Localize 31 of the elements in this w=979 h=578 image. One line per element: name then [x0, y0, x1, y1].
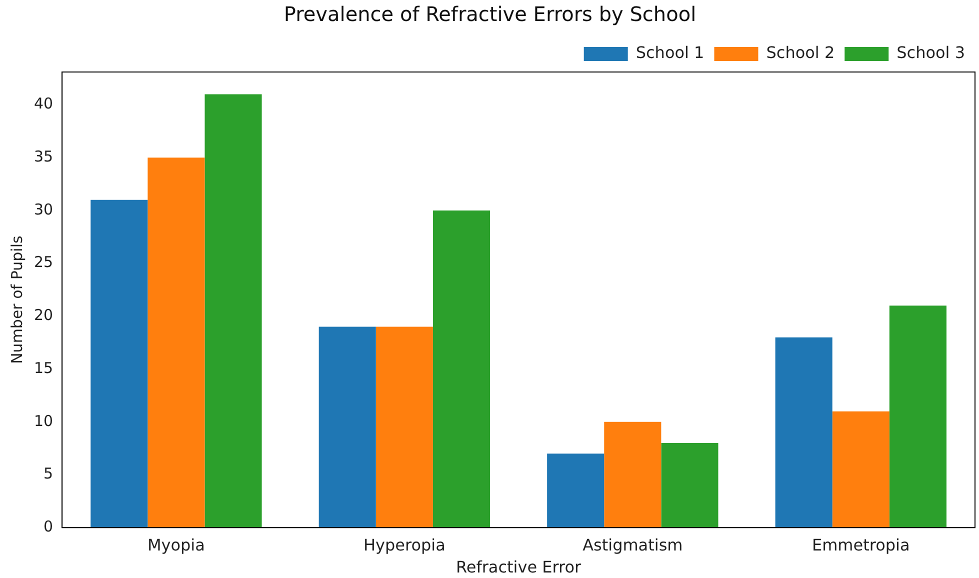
x-tick-label: Hyperopia: [363, 535, 446, 554]
y-tick-label: 35: [34, 148, 54, 166]
legend-label: School 3: [896, 43, 966, 62]
bar: [661, 443, 718, 528]
bar: [889, 306, 946, 528]
y-tick-label: 20: [34, 306, 54, 324]
bar: [148, 158, 205, 528]
bar: [90, 200, 148, 528]
legend-label: School 1: [636, 43, 704, 62]
bar: [832, 411, 890, 528]
bar: [376, 326, 433, 528]
y-tick-label: 15: [34, 358, 54, 377]
bar: [547, 454, 604, 528]
y-tick-label: 40: [34, 94, 54, 113]
y-tick-label: 0: [44, 517, 54, 536]
x-axis-title: Refractive Error: [456, 558, 582, 577]
bar: [318, 326, 376, 528]
bar: [204, 94, 262, 528]
y-tick-label: 5: [44, 464, 54, 483]
x-tick-label: Emmetropia: [812, 535, 910, 554]
y-tick-label: 30: [34, 200, 54, 218]
y-axis-title: Number of Pupils: [8, 236, 26, 364]
x-tick-label: Astigmatism: [582, 535, 683, 554]
y-tick-label: 25: [34, 253, 54, 272]
y-tick-label: 10: [34, 412, 54, 430]
x-tick-label: Myopia: [147, 535, 205, 554]
legend-label: School 2: [766, 43, 835, 62]
chart-title: Prevalence of Refractive Errors by School: [284, 2, 696, 26]
bar: [432, 210, 490, 528]
bar: [604, 422, 662, 528]
bar: [775, 337, 832, 528]
